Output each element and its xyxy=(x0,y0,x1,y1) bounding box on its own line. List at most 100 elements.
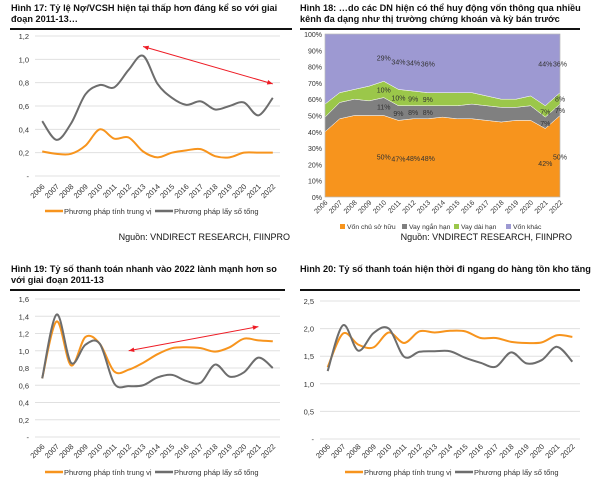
y-tick-label: 0,8 xyxy=(19,364,29,373)
y-tick-label: - xyxy=(312,435,315,444)
x-tick-label: 2006 xyxy=(28,442,46,460)
legend-swatch xyxy=(506,224,511,229)
x-tick-label: 2022 xyxy=(259,442,277,460)
x-tick-label: 2011 xyxy=(101,182,119,200)
legend-label: Vốn khác xyxy=(513,222,542,231)
y-tick-label: 0,2 xyxy=(19,416,29,425)
x-tick-label: 2016 xyxy=(467,442,485,460)
data-label: 9% xyxy=(393,111,403,118)
x-tick-label: 2015 xyxy=(446,199,462,215)
data-label: 9% xyxy=(408,96,418,103)
x-tick-label: 2021 xyxy=(245,442,263,460)
x-tick-label: 2015 xyxy=(158,442,176,460)
figure-17: Hình 17: Tỷ lệ Nợ/VCSH hiện tại thấp hơn… xyxy=(0,3,292,242)
y-tick-label: 90% xyxy=(308,48,322,55)
x-tick-label: 2013 xyxy=(421,442,439,460)
x-tick-label: 2019 xyxy=(216,182,234,200)
series-line-median xyxy=(41,320,273,379)
x-tick-label: 2019 xyxy=(504,199,520,215)
x-tick-label: 2016 xyxy=(173,182,191,200)
x-tick-label: 2013 xyxy=(129,182,147,200)
x-tick-label: 2020 xyxy=(230,442,248,460)
data-label: 8% xyxy=(555,96,565,103)
data-label: 44% xyxy=(538,61,552,68)
data-label: 10% xyxy=(377,87,391,94)
x-tick-label: 2010 xyxy=(86,182,104,200)
chart-17: -0,20,40,60,81,01,2200620072008200920102… xyxy=(19,32,280,216)
plot-border xyxy=(324,33,561,198)
y-tick-label: 60% xyxy=(308,97,322,104)
y-tick-label: 2,0 xyxy=(304,325,314,334)
x-tick-label: 2006 xyxy=(28,182,46,200)
x-tick-label: 2008 xyxy=(343,199,359,215)
y-tick-label: 0,5 xyxy=(304,407,314,416)
legend-label: Vay dài hạn xyxy=(461,224,497,231)
x-tick-label: 2013 xyxy=(129,442,147,460)
x-tick-label: 2007 xyxy=(43,182,61,200)
area-equity xyxy=(324,114,561,198)
legend-label: Vay ngắn hạn xyxy=(409,222,451,231)
y-tick-label: - xyxy=(27,433,30,442)
x-tick-label: 2008 xyxy=(57,182,75,200)
data-label: 47% xyxy=(391,157,405,164)
x-tick-label: 2014 xyxy=(144,182,162,200)
x-tick-label: 2009 xyxy=(72,442,90,460)
trend-arrow xyxy=(142,46,273,85)
data-label: 7% xyxy=(555,108,565,115)
data-label: 7% xyxy=(540,121,550,128)
x-tick-label: 2007 xyxy=(43,442,61,460)
x-tick-label: 2008 xyxy=(344,442,362,460)
data-label: 10% xyxy=(391,96,405,103)
chart-20: - 0,5 1,0 1,5 2,0 2,5 200620072008200920102011… xyxy=(304,297,580,477)
x-tick-label: 2017 xyxy=(482,442,500,460)
x-tick-label: 2022 xyxy=(548,199,564,215)
legend-label-median: Phương pháp tính trung vị xyxy=(64,468,152,477)
y-tick-label: 1,0 xyxy=(304,380,314,389)
data-label: 29% xyxy=(377,56,391,63)
x-tick-label: 2012 xyxy=(115,442,133,460)
x-tick-label: 2007 xyxy=(328,199,344,215)
x-tick-label: 2008 xyxy=(57,442,75,460)
series-line-total xyxy=(326,324,574,372)
x-tick-label: 2020 xyxy=(230,182,248,200)
x-tick-label: 2012 xyxy=(402,199,418,215)
y-tick-label: 0,6 xyxy=(19,381,29,390)
trend-arrow xyxy=(128,326,259,352)
x-tick-label: 2010 xyxy=(372,199,388,215)
data-label: 36% xyxy=(421,61,435,68)
arrow-head xyxy=(128,347,135,353)
y-tick-label: 1,6 xyxy=(19,295,29,304)
legend-swatch xyxy=(340,224,345,229)
y-tick-label: 0,2 xyxy=(19,149,29,158)
y-tick-label: 0% xyxy=(312,195,322,202)
figure-title: Hình 18: …do các DN hiện có thể huy động… xyxy=(300,3,581,24)
x-tick-label: 2015 xyxy=(158,182,176,200)
y-tick-label: 0,4 xyxy=(19,399,29,408)
y-tick-label: 1,2 xyxy=(19,330,29,339)
y-tick-label: 1,5 xyxy=(304,352,314,361)
x-tick-label: 2009 xyxy=(72,182,90,200)
x-tick-label: 2012 xyxy=(115,182,133,200)
x-tick-label: 2016 xyxy=(173,442,191,460)
y-tick-label: 10% xyxy=(308,179,322,186)
figure-19: Hình 19: Tỷ số thanh toán nhanh vào 2022… xyxy=(0,264,292,477)
x-tick-label: 2018 xyxy=(490,199,506,215)
y-tick-label: 0,8 xyxy=(19,79,29,88)
x-tick-label: 2013 xyxy=(416,199,432,215)
data-label: 34% xyxy=(406,61,420,68)
y-tick-label: 80% xyxy=(308,65,322,72)
x-tick-label: 2014 xyxy=(436,442,454,460)
y-tick-label: 30% xyxy=(308,146,322,153)
legend-swatch xyxy=(454,224,459,229)
series-line-median xyxy=(42,128,273,159)
y-tick-label: 40% xyxy=(308,130,322,137)
chart-19: - 0,2 0,4 0,6 0,8 1,0 1,2 1,4 1,6 200620072008200… xyxy=(19,295,280,477)
x-tick-label: 2021 xyxy=(543,442,561,460)
x-tick-label: 2014 xyxy=(144,442,162,460)
x-tick-label: 2020 xyxy=(519,199,535,215)
x-tick-label: 2019 xyxy=(513,442,531,460)
x-tick-label: 2018 xyxy=(497,442,515,460)
y-tick-label: 50% xyxy=(308,114,322,121)
x-tick-label: 2020 xyxy=(528,442,546,460)
arrow-head xyxy=(143,45,150,51)
